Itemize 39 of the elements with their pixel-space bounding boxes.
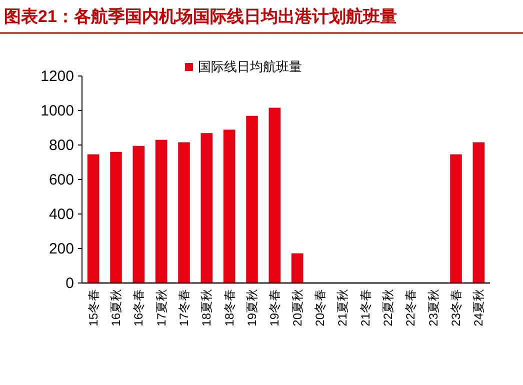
x-tick-label: 16冬春	[132, 289, 146, 326]
bar	[155, 140, 168, 283]
legend: 国际线日均航班量	[185, 59, 302, 74]
y-tick-label: 1200	[40, 68, 74, 85]
y-tick-label: 600	[48, 172, 74, 188]
x-tick-label: 19夏秋	[245, 289, 259, 326]
bar	[246, 116, 258, 283]
x-tick-label: 19冬春	[268, 289, 282, 326]
y-tick-label: 400	[48, 206, 74, 223]
y-tick-label: 1000	[40, 102, 74, 120]
bar	[87, 154, 100, 283]
x-tick-label: 18夏秋	[200, 289, 214, 326]
x-tick-label: 20冬春	[313, 289, 327, 326]
x-tick-label: 20夏秋	[290, 289, 304, 326]
x-tick-label: 17冬春	[177, 289, 191, 326]
bar	[268, 108, 281, 283]
x-tick-label: 22冬春	[404, 289, 418, 326]
bar	[178, 142, 190, 283]
y-tick-label: 0	[66, 275, 74, 292]
bar	[472, 142, 485, 283]
x-tick-label: 23冬春	[449, 289, 463, 326]
y-tick-label: 800	[48, 137, 74, 154]
bar	[291, 253, 304, 283]
bar	[223, 130, 236, 283]
bar	[110, 152, 122, 283]
title: 图表21：各航季国内机场国际线日均出港计划航班量	[4, 7, 397, 26]
x-tick-label: 17夏秋	[154, 289, 168, 326]
bar	[200, 133, 213, 283]
x-tick-label: 21冬春	[358, 289, 372, 326]
x-tick-label: 18冬春	[222, 289, 236, 326]
x-tick-label: 22夏秋	[381, 289, 395, 326]
x-tick-label: 23夏秋	[426, 289, 440, 326]
x-tick-label: 24夏秋	[472, 289, 486, 326]
bar	[132, 146, 145, 283]
bar	[450, 154, 462, 283]
x-tick-label: 21夏秋	[336, 289, 350, 326]
x-tick-label: 15冬春	[86, 289, 100, 326]
x-tick-label: 16夏秋	[109, 289, 123, 326]
y-tick-label: 200	[48, 240, 74, 258]
